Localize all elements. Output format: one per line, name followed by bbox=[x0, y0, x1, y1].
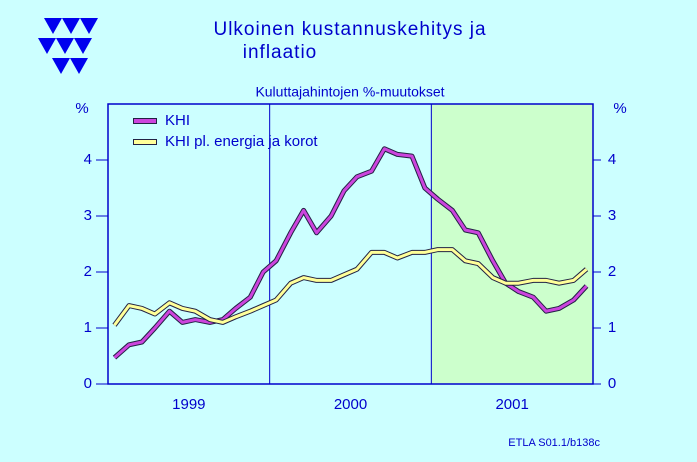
y2-tick-label: 3 bbox=[608, 207, 616, 224]
y2-unit: % bbox=[613, 100, 626, 117]
x-tick-label: 2000 bbox=[334, 396, 367, 413]
y-unit: % bbox=[75, 100, 88, 117]
x-tick-label: 1999 bbox=[172, 396, 205, 413]
y2-tick-label: 4 bbox=[608, 151, 616, 168]
x-tick-label: 2001 bbox=[495, 396, 528, 413]
y-tick-label: 4 bbox=[84, 151, 92, 168]
y2-tick-label: 2 bbox=[608, 263, 616, 280]
title-line: inflaatio bbox=[243, 42, 318, 63]
y-tick-label: 3 bbox=[84, 207, 92, 224]
y-tick-label: 0 bbox=[84, 375, 92, 392]
y2-tick-label: 1 bbox=[608, 319, 616, 336]
y-tick-label: 2 bbox=[84, 263, 92, 280]
logo bbox=[38, 18, 98, 74]
title-line: Ulkoinen kustannuskehitys ja bbox=[213, 19, 486, 40]
subtitle: Kuluttajahintojen %-muutokset bbox=[255, 84, 444, 100]
y-tick-label: 1 bbox=[84, 319, 92, 336]
footer: ETLA S01.1/b138c bbox=[508, 437, 600, 449]
legend-label: KHI bbox=[165, 112, 190, 129]
y2-tick-label: 0 bbox=[608, 375, 616, 392]
shaded-area bbox=[431, 104, 593, 384]
plot-frame bbox=[107, 103, 594, 385]
line bbox=[113, 248, 588, 327]
legend-label: KHI pl. energia ja korot bbox=[165, 133, 318, 150]
